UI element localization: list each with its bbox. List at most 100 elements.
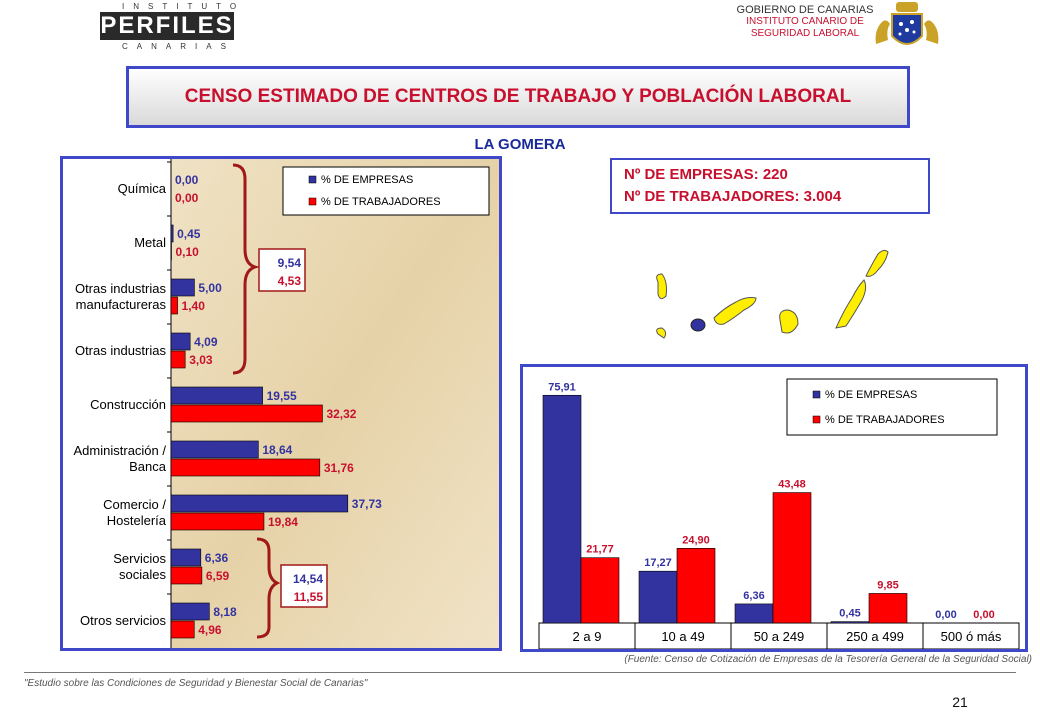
services-total-empresas: 14,54 (293, 572, 323, 586)
value-label-empresas: 19,55 (267, 389, 297, 403)
category-label: 500 ó más (941, 629, 1002, 644)
legend-swatch-empresas (308, 175, 317, 184)
category-label: 10 a 49 (661, 629, 704, 644)
perfiles-logo: INSTITUTO PERFILES CANARIAS (100, 0, 240, 52)
legend-swatch-trabajadores (812, 415, 821, 424)
value-label-empresas: 4,09 (194, 335, 218, 349)
size-bar-chart: 75,91 21,77 2 a 9 17,27 24,90 10 a 49 6,36 43,4… (538, 378, 1020, 649)
logo-top-text: INSTITUTO (122, 2, 246, 11)
category-label: Química (118, 181, 167, 196)
canary-islands-map (656, 249, 889, 339)
bar-empresas (170, 224, 174, 243)
category-label: Hostelería (107, 513, 167, 528)
bar-trabajadores (170, 512, 265, 531)
category-label: Metal (134, 235, 166, 250)
island-la-palma (656, 273, 667, 300)
bar-empresas (170, 332, 191, 351)
category-label: 250 a 499 (846, 629, 904, 644)
category-label: Otras industrias (75, 281, 167, 296)
bar-empresas (170, 440, 259, 459)
page-number: 21 (952, 694, 968, 710)
footer-divider (24, 672, 1016, 673)
legend-label-trabajadores: % DE TRABAJADORES (321, 196, 441, 208)
industry-total-empresas: 9,54 (278, 256, 302, 270)
government-header: GOBIERNO DE CANARIAS INSTITUTO CANARIO D… (730, 4, 880, 40)
value-label-empresas: 6,36 (743, 590, 764, 602)
sector-chart-panel: Química Metal Otras industrias manufacturer… (60, 156, 502, 651)
bar-empresas (170, 386, 263, 405)
size-legend: % DE EMPRESAS % DE TRABAJADORES (786, 378, 998, 436)
sector-legend: % DE EMPRESAS % DE TRABAJADORES (282, 166, 490, 216)
value-label-trabajadores: 3,03 (189, 353, 213, 367)
bar-trabajadores (170, 566, 203, 585)
island-fuerteventura (835, 279, 867, 329)
value-label-trabajadores: 1,40 (182, 299, 206, 313)
bar-empresas (734, 603, 774, 624)
island-tenerife (713, 297, 757, 325)
value-label-empresas: 5,00 (198, 281, 222, 295)
summary-box: Nº DE EMPRESAS: 220 Nº DE TRABAJADORES: … (610, 158, 930, 214)
island-lanzarote (865, 249, 889, 277)
size-chart-panel: 75,91 21,77 2 a 9 17,27 24,90 10 a 49 6,36 43,4… (520, 364, 1028, 652)
value-label-trabajadores: 24,90 (682, 534, 710, 546)
value-label-trabajadores: 19,84 (268, 515, 298, 529)
island-gran-canaria (779, 309, 799, 334)
value-label-empresas: 6,36 (205, 551, 229, 565)
services-total-box (280, 564, 328, 608)
category-label: sociales (119, 567, 166, 582)
services-total-trabajadores: 11,55 (294, 590, 324, 604)
source-note: (Fuente: Censo de Cotización de Empresas… (624, 654, 1032, 665)
category-label: Comercio / (103, 497, 166, 512)
category-label: Otras industrias (75, 343, 167, 358)
category-label: 2 a 9 (573, 629, 602, 644)
category-label: Servicios (113, 551, 166, 566)
value-label-empresas: 75,91 (548, 381, 576, 393)
value-label-trabajadores: 6,59 (206, 569, 230, 583)
category-label: Administración / (74, 443, 167, 458)
bar-empresas (170, 494, 349, 513)
value-label-trabajadores: 9,85 (877, 579, 898, 591)
logo-bottom-text: CANARIAS (122, 42, 235, 51)
value-label-empresas: 8,18 (213, 605, 237, 619)
bar-trabajadores (170, 458, 321, 477)
legend-swatch-trabajadores (308, 197, 317, 206)
category-label: 50 a 249 (754, 629, 805, 644)
value-label-trabajadores: 0,00 (973, 609, 994, 621)
services-group-brace (256, 537, 281, 639)
value-label-empresas: 17,27 (644, 557, 672, 569)
legend-label-empresas: % DE EMPRESAS (321, 174, 413, 186)
bar-trabajadores (772, 492, 812, 624)
bar-trabajadores (170, 620, 195, 639)
title-box: CENSO ESTIMADO DE CENTROS DE TRABAJO Y P… (126, 66, 910, 128)
footer-text: "Estudio sobre las Condiciones de Seguri… (24, 678, 368, 689)
value-label-trabajadores: 32,32 (326, 407, 356, 421)
value-label-trabajadores: 0,10 (175, 245, 199, 259)
industry-total-box (258, 248, 306, 292)
bar-trabajadores (868, 593, 908, 624)
value-label-trabajadores: 31,76 (324, 461, 354, 475)
category-label: Construcción (90, 397, 166, 412)
value-label-empresas: 37,73 (352, 497, 382, 511)
legend-swatch-empresas (812, 390, 821, 399)
legend-label-trabajadores: % DE TRABAJADORES (825, 414, 945, 426)
num-empresas: Nº DE EMPRESAS: 220 (624, 166, 788, 183)
value-label-empresas: 18,64 (262, 443, 292, 457)
bar-trabajadores (170, 404, 323, 423)
bar-empresas (830, 621, 870, 624)
bar-empresas (542, 394, 582, 624)
value-label-empresas: 0,45 (839, 608, 860, 620)
bar-trabajadores (580, 557, 620, 624)
gov-line-1: GOBIERNO DE CANARIAS (736, 4, 874, 16)
region-title: LA GOMERA (474, 136, 566, 153)
category-label: Banca (129, 459, 167, 474)
category-label: manufactureras (76, 297, 167, 312)
category-strip (538, 622, 1020, 649)
island-la-gomera (690, 318, 706, 332)
category-label: Otros servicios (80, 613, 166, 628)
value-label-empresas: 0,45 (177, 227, 201, 241)
num-trabajadores: Nº DE TRABAJADORES: 3.004 (624, 188, 842, 205)
value-label-empresas: 0,00 (935, 609, 956, 621)
page-title: CENSO ESTIMADO DE CENTROS DE TRABAJO Y P… (184, 86, 852, 107)
legend-label-empresas: % DE EMPRESAS (825, 389, 917, 401)
